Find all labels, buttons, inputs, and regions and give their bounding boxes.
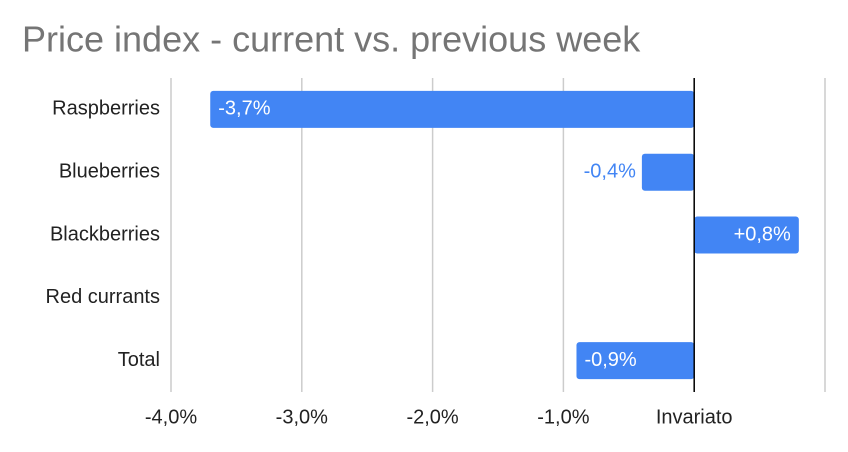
value-label: +0,8% <box>734 223 791 245</box>
x-tick-label: -3,0% <box>276 406 328 428</box>
bar <box>641 153 695 191</box>
x-tick-label: Invariato <box>656 406 733 428</box>
y-tick-label: Total <box>118 349 160 371</box>
value-label: -0,9% <box>584 349 636 371</box>
y-tick-label: Blackberries <box>50 223 160 245</box>
chart-title: Price index - current vs. previous week <box>22 19 641 60</box>
bar <box>694 216 799 254</box>
x-tick-label: -2,0% <box>406 406 458 428</box>
y-tick-label: Raspberries <box>52 98 160 120</box>
x-tick-label: -1,0% <box>537 406 589 428</box>
bar <box>576 342 695 380</box>
y-tick-label: Red currants <box>46 286 161 308</box>
value-label: -0,4% <box>584 160 636 182</box>
x-tick-label: -4,0% <box>145 406 197 428</box>
value-label: -3,7% <box>218 98 270 120</box>
y-tick-label: Blueberries <box>59 160 160 182</box>
bar <box>210 90 695 128</box>
